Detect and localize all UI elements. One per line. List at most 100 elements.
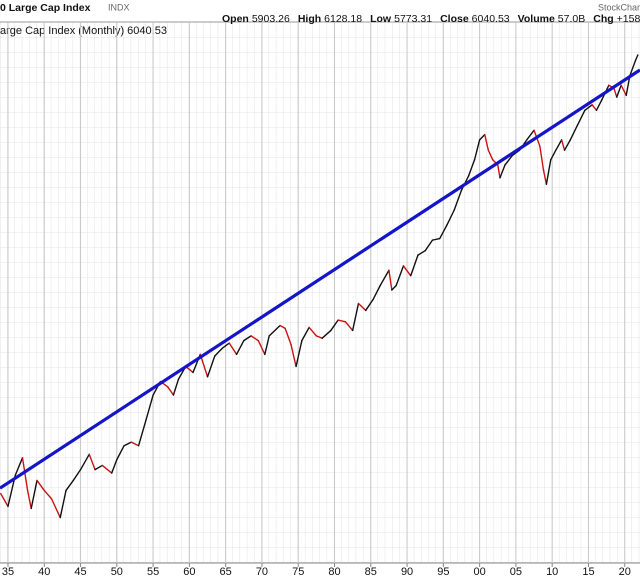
price-segment [214, 347, 223, 357]
price-segment [264, 335, 270, 356]
price-segment [337, 319, 347, 323]
symbol: INDX [108, 2, 130, 12]
x-tick-label: 10 [546, 566, 558, 578]
price-segment [526, 129, 535, 141]
x-tick-label: 35 [2, 566, 14, 578]
price-segment [0, 492, 9, 508]
x-tick-label: 45 [74, 566, 86, 578]
price-segment [591, 104, 598, 111]
legend-text: arge Cap Index (Monthly) 6040.53 [0, 25, 167, 37]
price-segment [137, 419, 147, 447]
price-segment [21, 457, 29, 492]
price-segment [59, 489, 67, 519]
price-segment [295, 339, 303, 368]
quote-label: Low [370, 13, 392, 25]
price-segment [388, 269, 393, 291]
price-segment [290, 343, 297, 368]
x-tick-label: 55 [147, 566, 159, 578]
x-tick-label: 05 [510, 566, 522, 578]
price-segment [308, 326, 318, 337]
price-segment [228, 342, 238, 356]
x-tick-label: 15 [582, 566, 594, 578]
price-segment [625, 75, 631, 97]
price-segment [550, 149, 557, 161]
price-segment [584, 104, 593, 111]
price-segment [166, 385, 175, 396]
price-segment [379, 269, 390, 287]
quote-value: +158.90 (+2.7 [617, 13, 640, 25]
x-tick-label: 40 [38, 566, 50, 578]
x-tick-label: 95 [437, 566, 449, 578]
price-segment [439, 224, 448, 240]
price-segment [268, 324, 281, 337]
quote-value: 6040.53 [472, 13, 510, 25]
price-segment [315, 335, 323, 339]
price-segment [468, 159, 476, 177]
quote-value: 6128.18 [324, 13, 362, 25]
price-segment [410, 254, 419, 277]
price-segment [542, 169, 548, 185]
price-segment [243, 335, 252, 342]
price-segment [569, 124, 579, 141]
x-tick-label: 65 [220, 566, 232, 578]
price-segment [402, 265, 412, 277]
x-tick-label: 90 [401, 566, 413, 578]
price-segment [284, 327, 292, 346]
price-segment [26, 489, 32, 510]
price-segment [391, 284, 397, 291]
price-segment [395, 265, 405, 287]
x-tick-label: 60 [183, 566, 195, 578]
quote-label: High [298, 13, 321, 25]
price-segment [88, 453, 96, 471]
price-segment [504, 154, 513, 166]
price-segment [613, 87, 618, 98]
price-segment [111, 458, 118, 474]
price-segment [560, 139, 566, 151]
price-segment [576, 109, 586, 126]
price-segment [72, 468, 82, 482]
quote-value: 57.0B [558, 13, 585, 25]
price-segment [629, 59, 637, 77]
quote-label: Chg [593, 13, 613, 25]
x-tick-label: 20 [619, 566, 631, 578]
chart-title: 0 Large Cap Index [0, 2, 91, 14]
price-segment [555, 139, 563, 151]
watermark: StockChar [598, 2, 640, 12]
x-tick-label: 00 [474, 566, 486, 578]
x-tick-label: 50 [111, 566, 123, 578]
price-segment [634, 54, 639, 61]
price-segment [101, 464, 113, 474]
quote-value: 5773.31 [394, 13, 432, 25]
price-segment [145, 394, 154, 422]
price-segment [365, 298, 374, 312]
price-segment [424, 239, 434, 252]
price-segment [446, 209, 455, 226]
x-tick-label: 70 [256, 566, 268, 578]
price-segment [36, 479, 45, 492]
price-segment [279, 324, 286, 330]
price-segment [453, 189, 463, 211]
quote-bar: Open 5903.26 High 6128.18 Low 5773.31 Close 604… [222, 13, 640, 25]
price-segment [497, 164, 501, 179]
price-segment [595, 99, 603, 111]
price-segment [257, 339, 266, 356]
price-segment [65, 479, 74, 492]
quote-value: 5903.26 [252, 13, 290, 25]
price-segment [250, 335, 260, 342]
price-segment [79, 453, 90, 471]
price-segment [620, 84, 627, 97]
price-segment [43, 489, 53, 500]
price-segment [14, 457, 24, 477]
quote-label: Close [440, 13, 469, 25]
x-tick-label: 85 [365, 566, 377, 578]
trendline [0, 68, 640, 490]
quote-label: Open [222, 13, 249, 25]
price-segment [487, 149, 494, 161]
price-segment [330, 319, 339, 332]
price-segment [123, 441, 133, 447]
price-segment [539, 145, 545, 171]
price-segment [30, 479, 38, 510]
price-segment [50, 498, 61, 519]
